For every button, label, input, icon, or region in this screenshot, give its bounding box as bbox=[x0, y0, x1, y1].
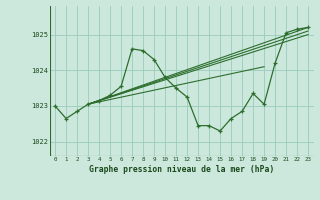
X-axis label: Graphe pression niveau de la mer (hPa): Graphe pression niveau de la mer (hPa) bbox=[89, 165, 274, 174]
